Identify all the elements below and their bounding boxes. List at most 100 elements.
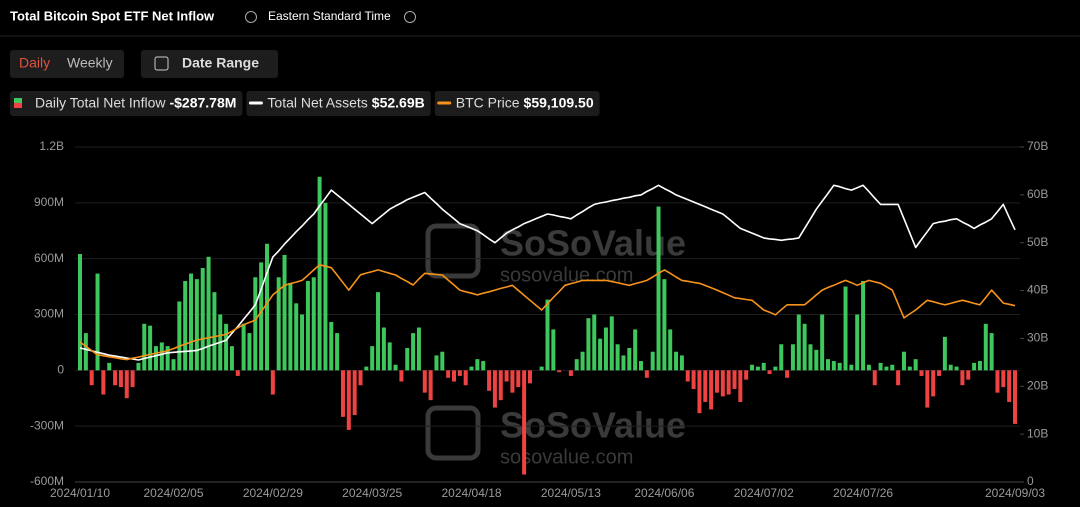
- bar: [124, 370, 129, 399]
- bar: [241, 323, 246, 371]
- bar: [539, 366, 544, 371]
- timezone: Eastern Standard Time: [268, 9, 391, 23]
- bar: [183, 281, 188, 371]
- bar: [796, 314, 801, 371]
- calendar-icon: [154, 56, 169, 71]
- x-tick-label: 2024/04/18: [442, 486, 502, 500]
- bar: [212, 292, 217, 371]
- legend-value: -$287.78M: [169, 95, 236, 111]
- bar: [492, 370, 497, 408]
- legend-item[interactable]: Daily Total Net Inflow -$287.78M: [10, 91, 243, 116]
- bar: [194, 279, 199, 371]
- bar: [767, 370, 772, 375]
- bar: [118, 370, 123, 388]
- y-tick-label: -600M: [30, 474, 64, 488]
- bar: [352, 370, 357, 415]
- y2-tick-label: 40B: [1027, 283, 1048, 297]
- toggle-weekly[interactable]: Weekly: [67, 55, 113, 71]
- bar: [78, 254, 82, 371]
- bar: [358, 370, 363, 386]
- bar: [726, 370, 731, 395]
- date-range-label: Date Range: [182, 55, 259, 71]
- y-tick-label: 900M: [34, 195, 64, 209]
- bar: [370, 346, 375, 371]
- bar: [820, 314, 825, 371]
- bar: [650, 351, 655, 371]
- y-tick-label: 600M: [34, 251, 64, 265]
- legend-value: $59,109.50: [524, 95, 594, 111]
- y2-tick-label: 60B: [1027, 187, 1048, 201]
- bar: [422, 370, 427, 393]
- bar: [866, 364, 871, 371]
- bar: [288, 282, 293, 371]
- bar: [475, 359, 480, 371]
- bar: [440, 351, 445, 371]
- x-tick-label: 2024/09/03: [985, 486, 1045, 500]
- bar: [714, 370, 719, 393]
- y2-tick-label: 30B: [1027, 331, 1048, 345]
- bar: [972, 362, 977, 371]
- bar: [662, 279, 667, 371]
- bar: [189, 273, 194, 371]
- x-tick-label: 2024/05/13: [541, 486, 601, 500]
- date-range-button[interactable]: [141, 50, 278, 78]
- bar: [387, 342, 392, 371]
- bar: [861, 281, 866, 371]
- bar: [305, 281, 310, 371]
- bar: [901, 351, 906, 371]
- toggle-daily[interactable]: Daily: [19, 55, 50, 71]
- bar: [510, 370, 515, 393]
- bar: [253, 277, 258, 371]
- watermark-brand: SoSoValue: [500, 405, 686, 446]
- bar: [989, 333, 994, 371]
- bar: [966, 370, 971, 380]
- bar: [259, 262, 264, 371]
- bar: [802, 323, 807, 371]
- bar: [633, 329, 638, 371]
- watermark-logo: [425, 223, 481, 279]
- bar: [1013, 370, 1017, 424]
- bar: [153, 346, 158, 371]
- bar: [586, 318, 591, 371]
- bar: [340, 370, 345, 417]
- bar: [744, 370, 749, 380]
- legend-item[interactable]: Total Net Assets $52.69B: [246, 91, 431, 116]
- bar: [177, 301, 182, 371]
- bar: [294, 303, 299, 371]
- y-tick-label: 300M: [34, 307, 64, 321]
- bar: [627, 348, 632, 371]
- bar: [983, 323, 988, 371]
- bar: [376, 292, 381, 371]
- legend-swatch: [14, 103, 22, 108]
- legend-name: Daily Total Net Inflow: [35, 95, 166, 111]
- bar: [790, 344, 795, 371]
- legend-pill: [246, 91, 431, 116]
- bar: [428, 370, 433, 401]
- bar: [171, 359, 176, 371]
- legend-swatch: [14, 98, 22, 103]
- bar: [148, 325, 153, 371]
- bar: [247, 333, 252, 371]
- bar: [557, 370, 562, 373]
- toggle-group: [10, 50, 124, 78]
- bar: [907, 366, 912, 371]
- bar: [329, 321, 334, 371]
- bar: [755, 366, 760, 371]
- bar: [101, 370, 106, 395]
- y-tick-label: -300M: [30, 418, 64, 432]
- bar: [574, 359, 579, 371]
- bar: [229, 346, 234, 371]
- bar: [785, 370, 790, 378]
- bar: [130, 370, 135, 388]
- legend-item[interactable]: BTC Price $59,109.50: [434, 91, 600, 116]
- x-tick-label: 2024/02/05: [143, 486, 203, 500]
- bar: [568, 370, 573, 376]
- bar: [732, 370, 737, 389]
- bar: [522, 370, 527, 475]
- bar: [399, 370, 404, 382]
- bar: [919, 370, 924, 376]
- info-icon[interactable]: [245, 11, 257, 23]
- bar: [224, 323, 229, 371]
- info-icon[interactable]: [404, 11, 416, 23]
- bar: [814, 349, 819, 371]
